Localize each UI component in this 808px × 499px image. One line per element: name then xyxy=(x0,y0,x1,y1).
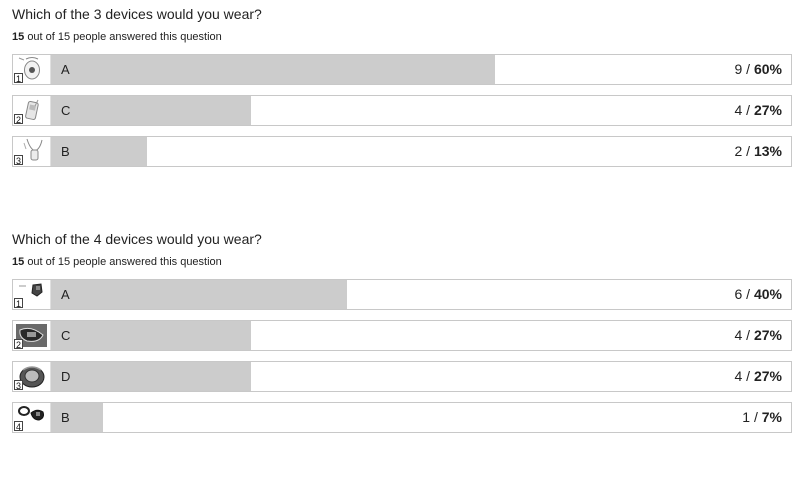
bar-fill xyxy=(51,96,251,125)
bar-track: A 9 / 60% xyxy=(51,55,791,84)
bar-fill xyxy=(51,403,103,432)
result-percent: 7% xyxy=(761,409,782,425)
bar-track: B 2 / 13% xyxy=(51,137,791,166)
answered-summary: 15 out of 15 people answered this questi… xyxy=(12,31,792,44)
result-row: 1 A 9 / 60% xyxy=(12,54,792,85)
result-percent: 40% xyxy=(753,286,782,302)
necklace-pendant-device-icon: 3 xyxy=(13,137,51,166)
bar-track: C 4 / 27% xyxy=(51,96,791,125)
option-label: B xyxy=(61,144,70,159)
answered-count: 15 xyxy=(12,31,25,43)
option-label: D xyxy=(61,369,71,384)
answered-summary: 15 out of 15 people answered this questi… xyxy=(12,256,792,269)
white-round-pendant-device-icon: 1 xyxy=(13,55,51,84)
rank-number: 4 xyxy=(14,421,23,432)
results-list: 1 A 6 / 40% 2 C 4 / 27% xyxy=(12,279,792,433)
result-row: 1 A 6 / 40% xyxy=(12,279,792,310)
bar-fill xyxy=(51,137,148,166)
bar-fill xyxy=(51,55,495,84)
option-label: A xyxy=(61,62,70,77)
result-value: 4 / 27% xyxy=(734,368,783,384)
result-row: 3 D 4 / 27% xyxy=(12,361,792,392)
option-label: B xyxy=(61,410,70,425)
option-label: A xyxy=(61,287,70,302)
bar-track: B 1 / 7% xyxy=(51,403,791,432)
result-value: 2 / 13% xyxy=(734,143,783,159)
result-percent: 27% xyxy=(753,368,782,384)
rank-number: 1 xyxy=(14,73,23,84)
result-percent: 13% xyxy=(753,143,782,159)
question-1: Which of the 3 devices would you wear? 1… xyxy=(12,6,792,177)
result-value: 1 / 7% xyxy=(742,409,782,425)
result-value: 6 / 40% xyxy=(734,286,783,302)
result-row: 2 C 4 / 27% xyxy=(12,95,792,126)
answered-text: out of 15 people answered this question xyxy=(27,256,222,268)
question-title: Which of the 3 devices would you wear? xyxy=(12,6,262,22)
result-value: 9 / 60% xyxy=(734,61,783,77)
bar-fill xyxy=(51,321,251,350)
bar-track: D 4 / 27% xyxy=(51,362,791,391)
option-label: C xyxy=(61,103,71,118)
dark-band-device-icon: 2 xyxy=(13,321,51,350)
clip-on-device-icon: 2 xyxy=(13,96,51,125)
wrist-watch-device-icon: 3 xyxy=(13,362,51,391)
result-percent: 60% xyxy=(753,61,782,77)
rank-number: 2 xyxy=(14,114,23,125)
result-count: 4 xyxy=(734,102,743,118)
result-percent: 27% xyxy=(753,102,782,118)
bar-fill xyxy=(51,362,251,391)
bar-track: A 6 / 40% xyxy=(51,280,791,309)
result-row: 4 B 1 / 7% xyxy=(12,402,792,433)
result-count: 6 xyxy=(734,286,743,302)
rank-number: 2 xyxy=(14,339,23,350)
result-count: 4 xyxy=(734,327,743,343)
wrist-clip-device-icon: 1 xyxy=(13,280,51,309)
results-list: 1 A 9 / 60% 2 C 4 / 27% xyxy=(12,54,792,167)
result-count: 9 xyxy=(734,61,743,77)
result-count: 2 xyxy=(734,143,743,159)
result-value: 4 / 27% xyxy=(734,102,783,118)
ring-band-device-icon: 4 xyxy=(13,403,51,432)
bar-fill xyxy=(51,280,347,309)
rank-number: 1 xyxy=(14,298,23,309)
result-value: 4 / 27% xyxy=(734,327,783,343)
result-percent: 27% xyxy=(753,327,782,343)
bar-track: C 4 / 27% xyxy=(51,321,791,350)
question-2: Which of the 4 devices would you wear? 1… xyxy=(12,231,792,443)
rank-number: 3 xyxy=(14,380,23,391)
answered-text: out of 15 people answered this question xyxy=(27,31,222,43)
rank-number: 3 xyxy=(14,155,23,166)
result-count: 1 xyxy=(742,409,751,425)
question-title: Which of the 4 devices would you wear? xyxy=(12,231,262,247)
answered-count: 15 xyxy=(12,256,25,268)
result-row: 2 C 4 / 27% xyxy=(12,320,792,351)
option-label: C xyxy=(61,328,71,343)
result-row: 3 B 2 / 13% xyxy=(12,136,792,167)
result-count: 4 xyxy=(734,368,743,384)
